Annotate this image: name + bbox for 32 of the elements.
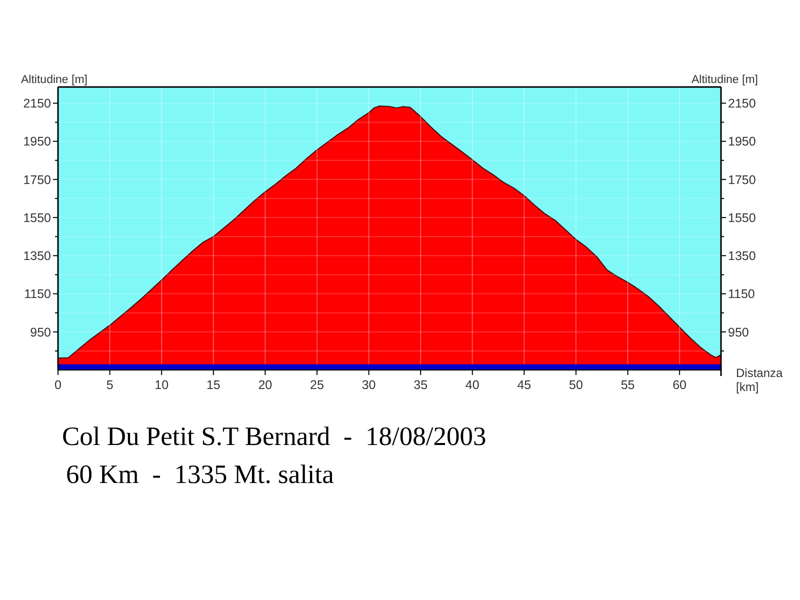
y2-tick-label: 1550 (728, 210, 756, 225)
y-tick-label: 1950 (23, 134, 52, 149)
x-tick-label: 55 (620, 378, 635, 392)
y2-tick-label: 1350 (728, 249, 756, 264)
y2-axis-title: Altitudine [m] (692, 74, 758, 86)
y-tick-label: 1150 (24, 287, 52, 302)
y-tick-label: 1750 (23, 172, 52, 187)
x-tick-label: 25 (310, 378, 324, 392)
x-tick-label: 30 (362, 378, 376, 392)
x-tick-label: 40 (465, 378, 480, 392)
x-tick-label: 20 (258, 378, 272, 392)
x-tick-label: 10 (154, 378, 169, 392)
x-tick-label: 5 (106, 378, 114, 392)
y-tick-label: 2150 (23, 96, 52, 111)
x-tick-label: 35 (414, 378, 428, 392)
y-axis-title: Altitudine [m] (21, 74, 88, 86)
text: 60 Km - 1335 Mt. salita (66, 459, 334, 489)
x-axis-title: Distanza [km] (736, 366, 784, 394)
y2-tick-label: 1150 (728, 287, 755, 302)
y2-tick-label: 1950 (728, 134, 756, 149)
x-tick-label: 0 (54, 378, 62, 392)
y2-tick-label: 1750 (728, 172, 756, 187)
text: Col Du Petit S.T Bernard - 18/08/2003 (62, 421, 486, 451)
x-tick-label: 45 (517, 378, 532, 392)
y-tick-label: 1550 (23, 210, 52, 225)
x-tick-label: 15 (206, 378, 220, 392)
y2-tick-label: 2150 (728, 96, 756, 111)
y2-tick-label: 950 (728, 325, 749, 340)
x-tick-label: 50 (569, 378, 583, 392)
y-tick-label: 1350 (23, 249, 52, 264)
y-tick-label: 950 (30, 325, 52, 340)
x-tick-label: 60 (672, 378, 687, 392)
